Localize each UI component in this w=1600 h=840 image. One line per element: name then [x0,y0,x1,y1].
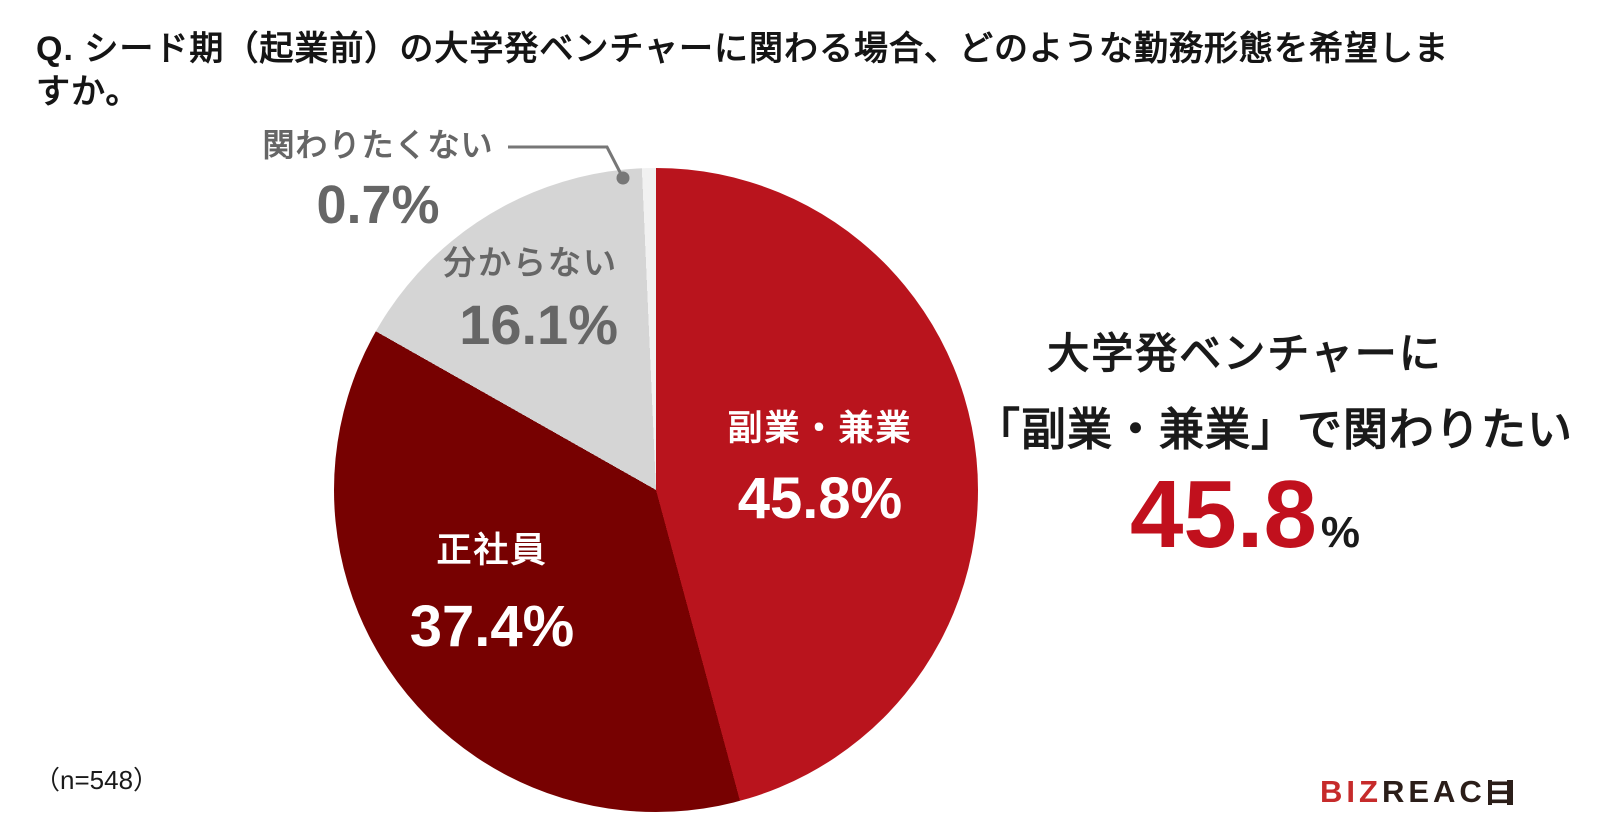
slice-name: 関わりたくない [262,127,494,163]
pie-chart [334,168,978,812]
logo-text-biz: BIZ [1320,774,1382,809]
slice-label-seishain: 正社員 37.4% [342,522,642,660]
key-message-number-row: 45.8% [975,462,1515,568]
key-message-line2: 「副業・兼業」で関わりたい [975,404,1574,456]
slice-value: 37.4% [409,594,575,659]
key-message: 大学発ベンチャーに 「副業・兼業」で関わりたい 45.8% [975,330,1574,568]
slice-value: 45.8% [737,466,903,531]
key-message-unit: % [1320,508,1360,558]
logo-text-reac: REAC [1381,774,1486,809]
sample-size-label: （n=548） [34,765,160,795]
slice-name: 副業・兼業 [727,409,913,448]
bizreach-logo: BIZ REAC [1320,776,1513,807]
slice-label-fukugyou: 副業・兼業 45.8% [660,400,980,532]
key-message-number: 45.8 [1130,461,1317,569]
slice-name: 分からない [443,244,618,281]
slice-value: 0.7% [316,175,440,235]
slice-name: 正社員 [436,531,548,570]
slice-label-wakaranai: 分からない 16.1% [350,236,618,357]
page-title: Q. シード期（起業前）の大学発ベンチャーに関わる場合、どのような勤務形態を希望… [36,30,1449,111]
slice-label-kakawaritakunai: 関わりたくない 0.7% [250,120,506,236]
slice-value: 16.1% [459,293,618,356]
ladder-h-icon [1487,779,1513,805]
key-message-line1: 大学発ベンチャーに [1047,330,1443,377]
